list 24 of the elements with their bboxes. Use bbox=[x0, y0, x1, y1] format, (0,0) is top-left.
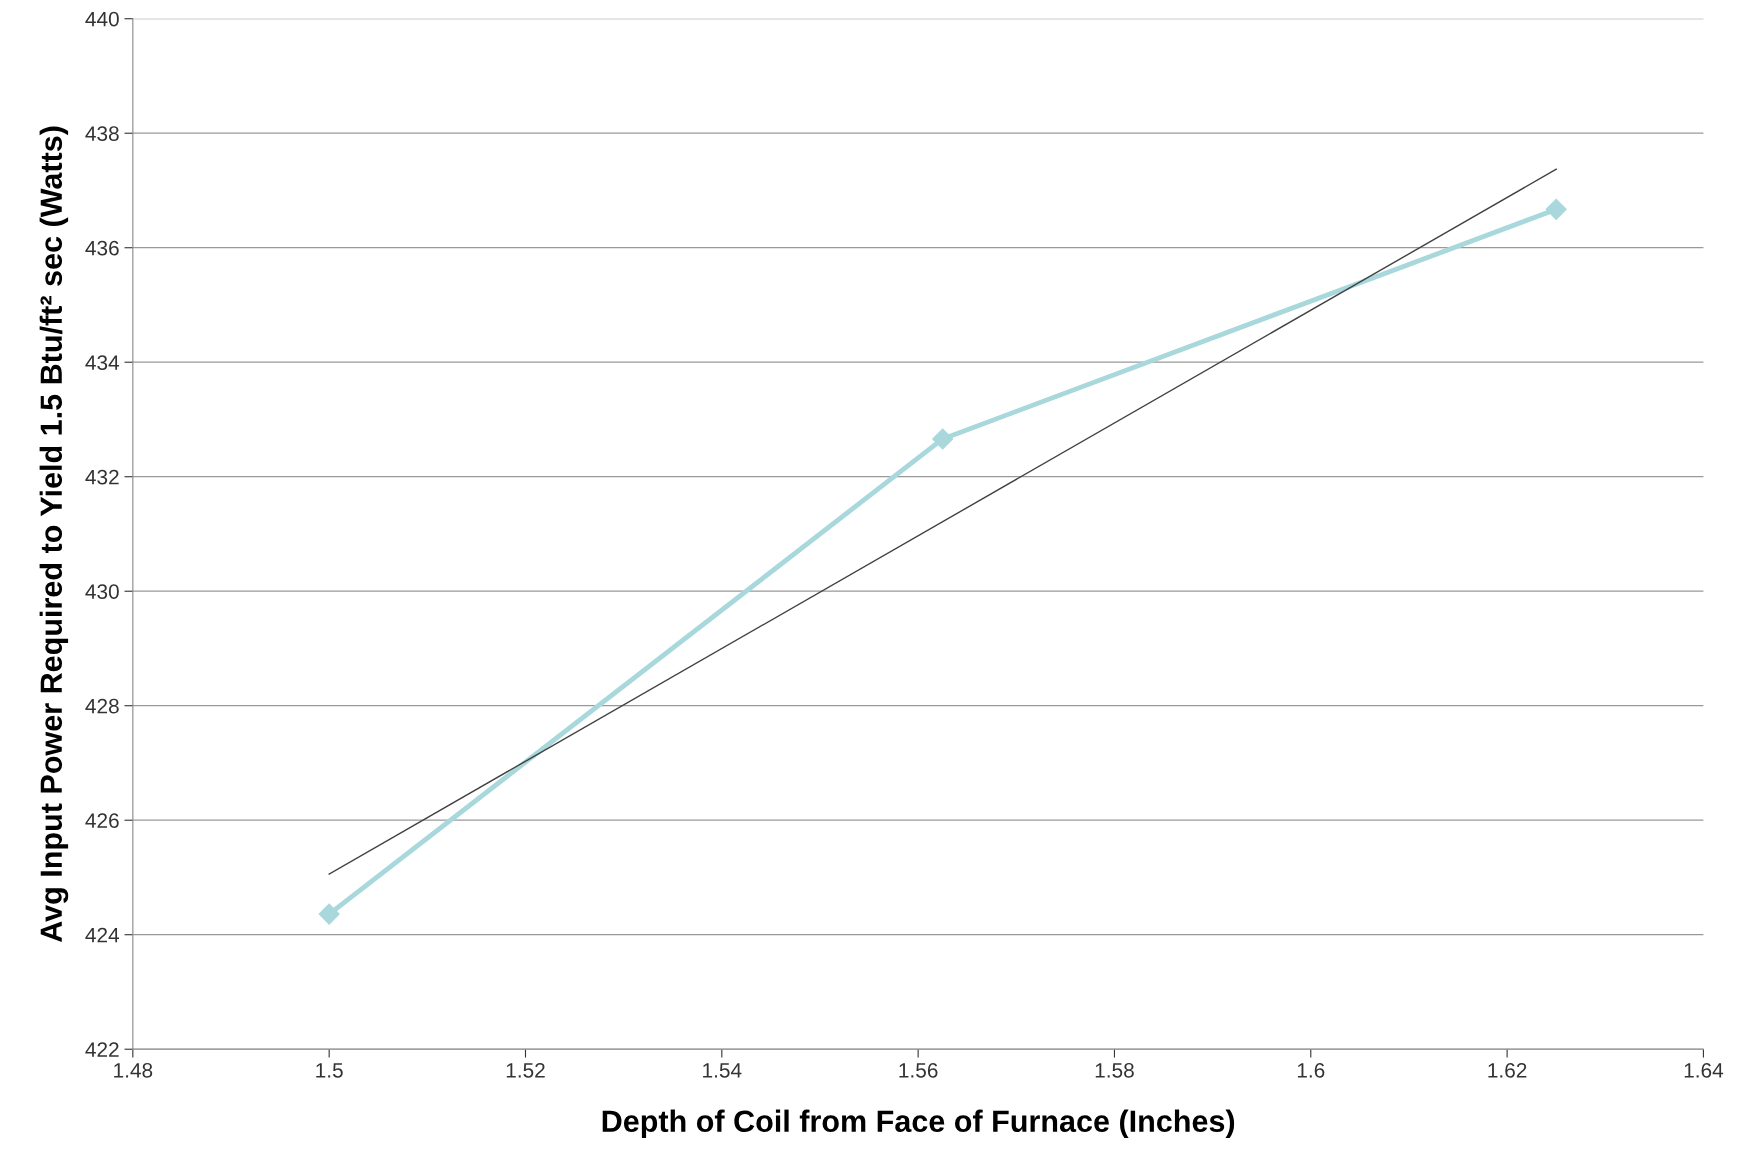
y-tick-label: 426 bbox=[85, 813, 119, 828]
y-axis-title: Avg Input Power Required to Yield 1.5 Btu/ft² sec (Watts) bbox=[39, 126, 69, 943]
point bbox=[932, 428, 954, 450]
x-tick-label: 1.64 bbox=[1684, 1062, 1724, 1078]
y-tick-label: 434 bbox=[85, 355, 120, 370]
point bbox=[1545, 198, 1567, 220]
y-tick-label: 432 bbox=[85, 469, 119, 485]
x-tick-label: 1.6 bbox=[1297, 1062, 1325, 1078]
y-tick-label: 428 bbox=[85, 698, 119, 714]
y-tick-label: 440 bbox=[85, 11, 119, 27]
x-tick-label: 1.54 bbox=[703, 1063, 742, 1078]
x-tick-label: 1.62 bbox=[1488, 1062, 1527, 1078]
y-tick-label: 422 bbox=[85, 1042, 119, 1057]
x-tick-label: 1.48 bbox=[114, 1062, 153, 1078]
y-tick-label: 430 bbox=[85, 584, 119, 599]
y-tick-label: 438 bbox=[85, 126, 119, 141]
y-tick-label: 436 bbox=[85, 240, 119, 256]
x-axis-title: Depth of Coil from Face of Furnace (Inches) bbox=[602, 1109, 1235, 1139]
x-tick-label: 1.52 bbox=[506, 1062, 545, 1078]
y-tick-label: 424 bbox=[85, 927, 120, 943]
x-tick-label: 1.56 bbox=[899, 1062, 938, 1078]
x-tick-label: 1.5 bbox=[316, 1063, 343, 1078]
x-tick-label: 1.58 bbox=[1095, 1062, 1134, 1078]
point bbox=[318, 903, 340, 925]
